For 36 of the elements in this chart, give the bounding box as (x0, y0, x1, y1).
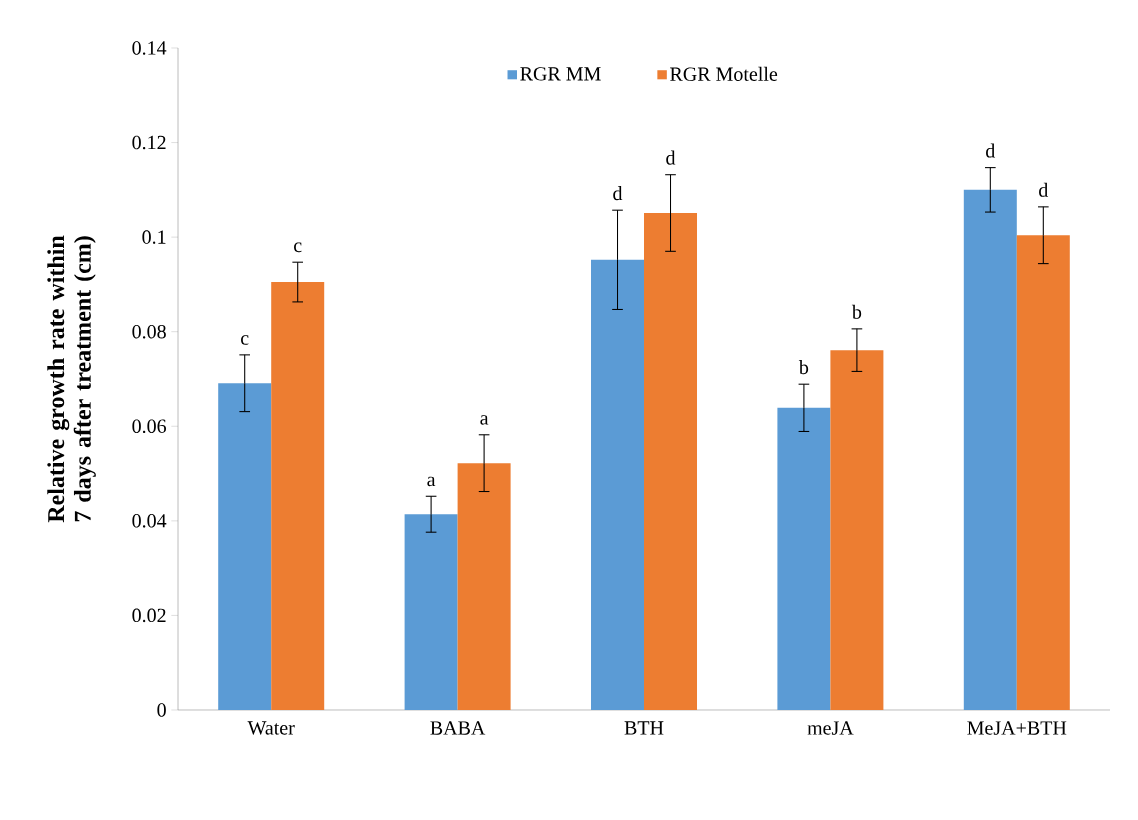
bar (1016, 235, 1070, 710)
bar (644, 213, 697, 710)
annotation: a (480, 415, 489, 425)
annotation: a (427, 476, 436, 487)
y-tick-label: 0.14 (132, 41, 167, 55)
annotation: c (294, 242, 302, 253)
y-tick-label: 0.1 (142, 230, 166, 244)
annotation: b (798, 360, 809, 375)
bar (271, 282, 325, 710)
y-tick-label: 0.02 (132, 608, 166, 623)
annotation: d (986, 143, 996, 158)
bar (830, 350, 884, 710)
annotation: d (666, 150, 676, 165)
y-tick-label: 0.04 (132, 514, 167, 528)
bar (963, 189, 1017, 710)
y-tick-label: 0.06 (132, 419, 167, 434)
y-tick-label: 0.12 (132, 135, 166, 150)
legend-label: RGR Motelle (670, 66, 778, 81)
y-tick-label: 0.08 (132, 324, 166, 339)
x-tick-label: meJA (807, 721, 854, 735)
bar (777, 407, 831, 710)
bar (218, 383, 272, 710)
annotation: d (1039, 182, 1049, 197)
annotation: c (241, 335, 249, 345)
x-tick-label: Water (247, 721, 295, 735)
y-tick-label: 0 (157, 703, 166, 717)
x-tick-label: BABA (430, 721, 486, 735)
x-tick-label: BTH (624, 721, 664, 735)
annotation: b (851, 304, 862, 319)
x-tick-label: MeJA+BTH (967, 721, 1067, 735)
bar (591, 259, 644, 710)
legend-label: RGR MM (520, 67, 601, 81)
annotation: d (613, 186, 623, 201)
bar (457, 463, 511, 710)
y-axis-title: Relative growth rate within 7 days after treatment (cm) (47, 235, 96, 523)
bar (404, 514, 458, 710)
